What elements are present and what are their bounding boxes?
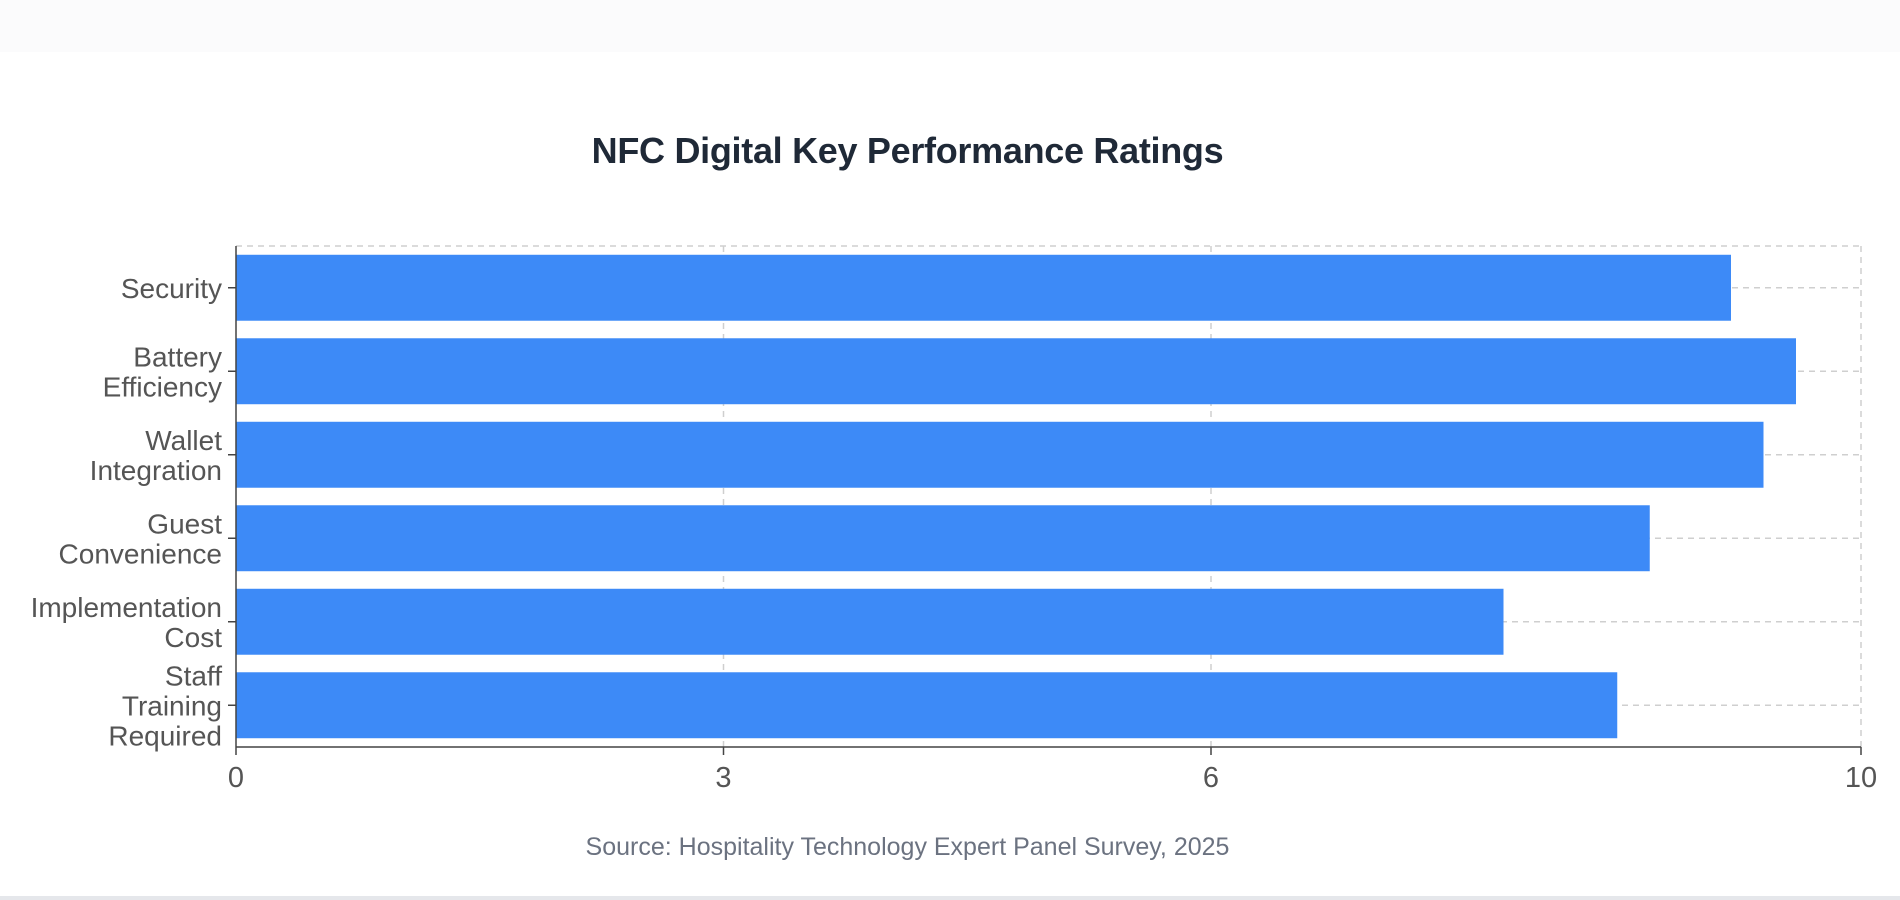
source-note: Source: Hospitality Technology Expert Pa… xyxy=(585,833,1230,861)
category-label: Battery Efficiency xyxy=(103,341,222,402)
category-label-line: Convenience xyxy=(59,538,222,569)
category-label-line: Battery xyxy=(133,341,222,372)
category-label-line: Integration xyxy=(90,455,222,486)
category-labels: Security Battery Efficiency Wallet Integrati… xyxy=(31,273,223,752)
bar xyxy=(236,338,1796,405)
category-label-line: Training xyxy=(122,690,222,721)
x-tick-labels: 0 3 6 10 xyxy=(228,762,1877,794)
bar xyxy=(236,588,1504,655)
category-label-line: Required xyxy=(108,720,222,751)
category-label-line: Implementation xyxy=(31,592,222,623)
bar xyxy=(236,672,1618,739)
bar xyxy=(236,421,1764,488)
category-label: Implementation Cost xyxy=(31,592,223,653)
category-label: Wallet Integration xyxy=(90,425,223,486)
top-strip xyxy=(0,0,1900,52)
category-label: Security xyxy=(121,273,222,304)
x-tick-label: 0 xyxy=(228,762,244,794)
category-label-line: Guest xyxy=(147,508,222,539)
axes xyxy=(228,246,1862,755)
x-tick-label: 6 xyxy=(1203,762,1219,794)
category-label-line: Efficiency xyxy=(103,371,222,402)
bars xyxy=(236,254,1796,739)
chart-title: NFC Digital Key Performance Ratings xyxy=(591,130,1224,171)
category-label-line: Cost xyxy=(164,622,222,653)
bottom-strip xyxy=(0,896,1900,900)
bar xyxy=(236,254,1731,321)
category-label: Staff Training Required xyxy=(108,660,222,751)
category-label-line: Wallet xyxy=(145,425,222,456)
x-tick-label: 3 xyxy=(715,762,731,794)
category-label-line: Staff xyxy=(165,660,222,691)
category-label-line: Security xyxy=(121,273,222,304)
x-tick-label: 10 xyxy=(1845,762,1877,794)
bar xyxy=(236,505,1650,572)
category-label: Guest Convenience xyxy=(59,508,223,569)
grid-lines xyxy=(236,245,1862,747)
